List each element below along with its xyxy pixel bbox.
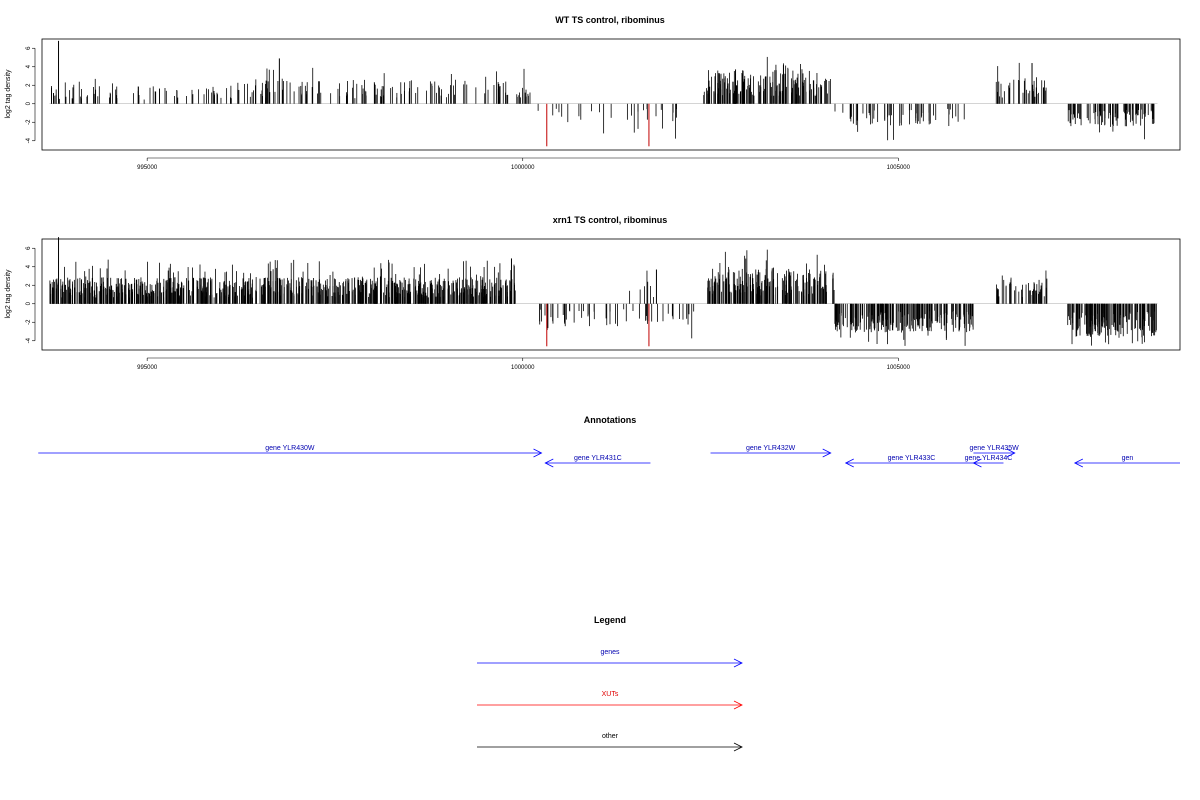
gene-arrow: gene YLR431C bbox=[544, 455, 651, 468]
xrn1-bars bbox=[49, 237, 1158, 347]
legend-label: other bbox=[602, 733, 619, 740]
y-tick-label: 2 bbox=[26, 283, 32, 287]
gene-arrow-head bbox=[972, 458, 982, 468]
annotations-title: Annotations bbox=[584, 415, 637, 425]
gene-label: gene YLR433C bbox=[888, 455, 936, 462]
legend-label: XUTs bbox=[602, 691, 619, 698]
wt-y-axis: -4 -2 0 2 4 6 bbox=[26, 46, 36, 143]
x-tick-label: 995000 bbox=[137, 165, 158, 171]
y-tick-label: 0 bbox=[26, 101, 32, 105]
y-tick-label: 0 bbox=[26, 301, 32, 305]
y-tick-label: -2 bbox=[26, 319, 32, 325]
legend-label: genes bbox=[600, 649, 620, 656]
y-tick-label: 6 bbox=[26, 46, 32, 50]
gene-arrows: gene YLR430W gene YLR431C gene YLR432W gene… bbox=[38, 445, 1180, 468]
wt-plot-frame bbox=[41, 38, 1181, 151]
gene-arrow-head bbox=[844, 458, 854, 468]
gene-arrow-head bbox=[1006, 448, 1016, 458]
gene-arrow-head bbox=[533, 448, 543, 458]
xrn1-y-axis-label: log2 tag density bbox=[5, 269, 12, 319]
gene-arrow: gene YLR435W bbox=[969, 445, 1019, 458]
wt-bars bbox=[49, 40, 1158, 147]
gene-label: gene YLR434C bbox=[965, 455, 1013, 462]
xrn1-y-axis: -4 -2 0 2 4 6 bbox=[26, 246, 36, 343]
x-tick-label: 1000000 bbox=[511, 165, 535, 171]
gene-arrow: gene YLR433C bbox=[844, 455, 978, 468]
xrn1-x-axis: 995000 1000000 1005000 bbox=[137, 357, 911, 371]
gene-arrow: gene YLR434C bbox=[965, 455, 1013, 468]
legend: Legend genes XUTs other bbox=[477, 615, 743, 752]
y-tick-label: 2 bbox=[26, 83, 32, 87]
y-tick-label: -2 bbox=[26, 119, 32, 125]
gene-arrow: gene YLR432W bbox=[710, 445, 832, 458]
x-tick-label: 1000000 bbox=[511, 365, 535, 371]
wt-coverage-panel: WT TS control, ribominus log2 tag densit… bbox=[5, 15, 1181, 171]
gene-label: gene YLR435W bbox=[969, 445, 1019, 452]
gene-arrow: gene YLR430W bbox=[38, 445, 543, 458]
legend-item: XUTs bbox=[477, 691, 743, 710]
x-tick-label: 1005000 bbox=[887, 165, 911, 171]
wt-panel-title: WT TS control, ribominus bbox=[555, 15, 665, 25]
xrn1-plot-frame bbox=[41, 238, 1181, 351]
wt-x-axis: 995000 1000000 1005000 bbox=[137, 157, 911, 171]
legend-arrow-head bbox=[733, 742, 743, 752]
gene-arrow: gen bbox=[1073, 455, 1180, 468]
y-tick-label: -4 bbox=[26, 337, 32, 343]
gene-arrow-head bbox=[822, 448, 832, 458]
gene-label: gen bbox=[1122, 455, 1134, 462]
y-tick-label: 6 bbox=[26, 246, 32, 250]
legend-item: genes bbox=[477, 649, 743, 668]
gene-arrow-head bbox=[1073, 458, 1084, 468]
legend-item: other bbox=[477, 733, 743, 752]
y-tick-label: -4 bbox=[26, 137, 32, 143]
legend-arrow-head bbox=[733, 700, 743, 710]
gene-label: gene YLR430W bbox=[265, 445, 315, 452]
wt-y-axis-label: log2 tag density bbox=[5, 69, 12, 119]
legend-items: genes XUTs other bbox=[477, 649, 743, 752]
gene-arrow-head bbox=[544, 458, 554, 468]
y-tick-label: 4 bbox=[26, 264, 32, 268]
gene-label: gene YLR432W bbox=[746, 445, 796, 452]
y-tick-label: 4 bbox=[26, 64, 32, 68]
xrn1-coverage-panel: xrn1 TS control, ribominus log2 tag dens… bbox=[5, 215, 1181, 371]
legend-arrow-head bbox=[733, 658, 743, 668]
x-tick-label: 995000 bbox=[137, 365, 158, 371]
xrn1-panel-title: xrn1 TS control, ribominus bbox=[553, 215, 668, 225]
legend-title: Legend bbox=[594, 615, 626, 625]
gene-label: gene YLR431C bbox=[574, 455, 622, 462]
x-tick-label: 1005000 bbox=[887, 365, 911, 371]
